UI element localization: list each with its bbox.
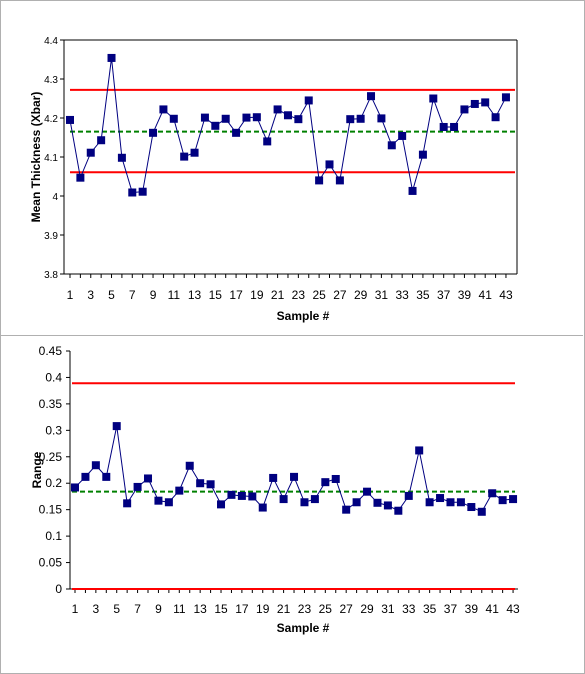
xbar-y-axis-label: Mean Thickness (Xbar) (29, 92, 43, 223)
xbar-x-tick-label: 21 (271, 288, 285, 302)
xbar-data-point (377, 114, 386, 123)
xbar-x-ticks: 1 3 5 7 9 11 13 15 17 19 21 23 25 27 29 31 33 35 37 39 41 43 (67, 274, 513, 302)
xbar-data-point (283, 111, 292, 120)
xbar-data-point (138, 187, 147, 196)
xbar-data-point (304, 96, 313, 105)
xbar-x-tick-label: 13 (188, 288, 202, 302)
xbar-x-tick-label: 5 (108, 288, 115, 302)
xbar-data-point (367, 92, 376, 101)
xbar-x-tick-label: 15 (209, 288, 223, 302)
xbar-data-point (470, 99, 479, 108)
xbar-y-tick-label: 3.9 (44, 231, 58, 242)
xbar-data-point (221, 114, 230, 123)
xbar-data-point (418, 150, 427, 159)
xbar-x-tick-label: 31 (375, 288, 389, 302)
xbar-y-tick-label: 3.8 (44, 270, 58, 281)
xbar-data-point (211, 121, 220, 130)
xbar-data-point (252, 113, 261, 122)
xbar-chart: 3.83.944.14.24.34.4 1 3 5 7 9 11 13 15 17 19 21 23 2… (29, 36, 518, 323)
xbar-x-axis-label: Sample # (277, 309, 330, 323)
xbar-data-point (450, 122, 459, 131)
xbar-plot-area (63, 39, 518, 275)
xbar-data-point (149, 128, 158, 137)
xbar-x-tick-label: 39 (458, 288, 472, 302)
xbar-data-point (169, 114, 178, 123)
xbar-data-point (439, 122, 448, 131)
xbar-x-tick-label: 19 (250, 288, 264, 302)
xbar-data-point (398, 131, 407, 140)
xbar-x-tick-label: 17 (229, 288, 243, 302)
chart-divider (0, 335, 583, 336)
xbar-data-point (429, 94, 438, 103)
xbar-y-tick-label: 4.4 (44, 36, 58, 47)
xbar-x-tick-label: 29 (354, 288, 368, 302)
xbar-control-lines (70, 88, 515, 174)
xbar-data-point (263, 137, 272, 146)
xbar-x-tick-label: 43 (499, 288, 513, 302)
xbar-data-point (335, 176, 344, 185)
xbar-x-tick-label: 3 (87, 288, 94, 302)
xbar-y-tick-label: 4.3 (44, 75, 58, 86)
xbar-x-tick-label: 7 (129, 288, 136, 302)
xbar-data-point (66, 115, 74, 124)
xbar-data-point (325, 160, 334, 169)
xbar-data-point (242, 113, 251, 122)
xbar-y-tick-label: 4.2 (44, 114, 58, 125)
xbar-data-point (107, 53, 116, 62)
xbar-x-tick-label: 33 (395, 288, 409, 302)
xbar-x-tick-label: 11 (168, 288, 181, 302)
xbar-x-tick-label: 37 (437, 288, 451, 302)
xbar-x-tick-label: 25 (312, 288, 326, 302)
xbar-x-tick-label: 35 (416, 288, 430, 302)
xbar-data-point (408, 186, 417, 195)
xbar-data-point (190, 148, 199, 157)
xbar-data-point (86, 148, 95, 157)
xbar-data-point (232, 128, 241, 137)
xbar-x-tick-label: 9 (150, 288, 157, 302)
xbar-x-tick-label: 41 (479, 288, 493, 302)
xbar-data-point (346, 115, 355, 124)
xbar-data-point (273, 105, 282, 114)
xbar-data-point (356, 114, 365, 123)
xbar-y-tick-label: 4 (52, 192, 58, 203)
xbar-data-point (128, 188, 137, 197)
xbar-data-point (315, 176, 324, 185)
xbar-data-point (76, 173, 85, 182)
xbar-y-tick-label: 4.1 (44, 153, 58, 164)
xbar-series (66, 53, 510, 197)
xbar-data-point (159, 105, 168, 114)
xbar-data-point (180, 152, 189, 161)
xbar-data-point (501, 93, 510, 102)
xbar-x-tick-label: 27 (333, 288, 347, 302)
xbar-data-point (491, 113, 500, 122)
xbar-data-point (460, 105, 469, 114)
xbar-y-ticks: 3.8 3.9 4 4.1 4.2 4.3 4.4 (44, 36, 64, 281)
xbar-data-point (117, 153, 126, 162)
xbar-data-point (97, 136, 106, 145)
xbar-data-point (294, 115, 303, 124)
xbar-x-tick-label: 23 (292, 288, 306, 302)
xbar-data-point (387, 141, 396, 150)
xbar-x-tick-label: 1 (67, 288, 74, 302)
xbar-data-point (200, 113, 209, 122)
xbar-data-point (481, 98, 490, 107)
